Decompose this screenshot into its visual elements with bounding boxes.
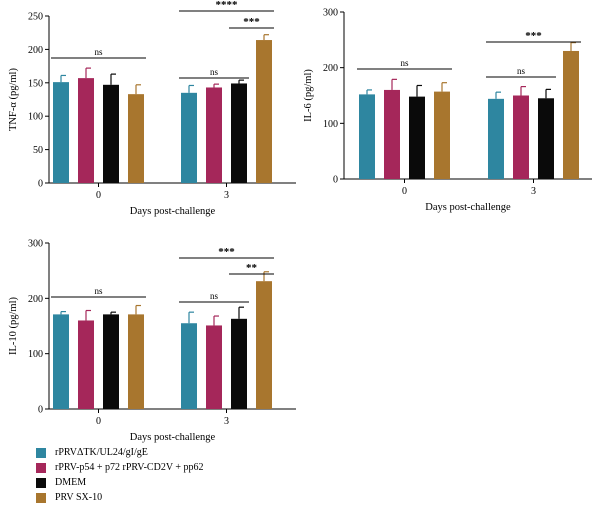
y-tick-label: 50 xyxy=(33,145,43,156)
y-tick-label: 200 xyxy=(28,294,43,305)
chart-panel: 0 100 200 300 IL-10 (pg/ml) 0 3 Days post-chall… xyxy=(8,239,296,443)
legend-item: rPRVΔTK/UL24/gI/gE xyxy=(36,446,336,460)
legend-item: rPRV-p54 + p72 rPRV-CD2V + pp62 xyxy=(36,461,336,475)
x-tick-label: 3 xyxy=(224,190,229,201)
legend-swatch xyxy=(36,448,46,458)
y-tick-label: 100 xyxy=(28,112,43,123)
y-axis-label: TNF-α (pg/ml) xyxy=(8,68,19,131)
bar xyxy=(103,314,119,409)
x-tick-label: 0 xyxy=(402,186,407,197)
significance-label: ** xyxy=(246,262,258,274)
legend-label: DMEM xyxy=(55,477,87,488)
legend: rPRVΔTK/UL24/gI/gE rPRV-p54 + p72 rPRV-C… xyxy=(36,446,336,506)
legend-item: DMEM xyxy=(36,476,336,490)
y-tick-label: 100 xyxy=(28,349,43,360)
y-tick-label: 200 xyxy=(28,45,43,56)
bar xyxy=(409,96,425,179)
bar xyxy=(181,323,197,409)
x-axis-label: Days post-challenge xyxy=(425,202,511,213)
significance-label: ns xyxy=(400,58,409,68)
legend-swatch xyxy=(36,493,46,503)
y-tick-label: 0 xyxy=(38,179,43,190)
bar xyxy=(488,98,504,179)
legend-item: PRV SX-10 xyxy=(36,491,336,505)
bar xyxy=(231,318,247,409)
bar xyxy=(128,314,144,409)
bar xyxy=(563,50,579,179)
legend-swatch xyxy=(36,478,46,488)
bar xyxy=(359,94,375,179)
significance-label: ns xyxy=(94,286,103,296)
legend-label: PRV SX-10 xyxy=(55,492,103,503)
bar xyxy=(256,40,272,183)
y-tick-label: 150 xyxy=(28,78,43,89)
y-tick-label: 300 xyxy=(323,8,338,19)
y-tick-label: 0 xyxy=(38,405,43,416)
legend-swatch xyxy=(36,463,46,473)
bar xyxy=(181,92,197,183)
significance-label: ns xyxy=(210,291,219,301)
significance-label: *** xyxy=(525,30,542,42)
y-axis-label: IL-6 (pg/ml) xyxy=(303,69,314,122)
x-axis-label: Days post-challenge xyxy=(130,206,216,217)
bar xyxy=(231,83,247,183)
significance-label: **** xyxy=(216,0,239,11)
chart-panel: 0 50 100 150 200 250 TNF-α (pg/ml) 0 3 Days post-… xyxy=(8,0,296,217)
bar xyxy=(53,82,69,183)
x-tick-label: 3 xyxy=(224,416,229,427)
bar xyxy=(513,95,529,179)
legend-label: rPRVΔTK/UL24/gI/gE xyxy=(55,447,148,458)
y-tick-label: 0 xyxy=(333,175,338,186)
bar xyxy=(206,325,222,409)
significance-label: *** xyxy=(243,16,260,28)
y-tick-label: 200 xyxy=(323,63,338,74)
bar xyxy=(538,98,554,179)
bar xyxy=(78,78,94,183)
x-tick-label: 0 xyxy=(96,416,101,427)
bar xyxy=(128,94,144,183)
bar xyxy=(78,320,94,409)
bar xyxy=(206,87,222,183)
chart-panel: 0 100 200 300 IL-6 (pg/ml) 0 3 Days post-challe… xyxy=(303,8,592,213)
y-tick-label: 250 xyxy=(28,12,43,23)
significance-label: *** xyxy=(218,246,235,258)
y-tick-label: 300 xyxy=(28,239,43,250)
bar xyxy=(384,89,400,179)
y-axis-label: IL-10 (pg/ml) xyxy=(8,296,19,355)
significance-label: ns xyxy=(94,47,103,57)
bar xyxy=(53,314,69,409)
bar xyxy=(103,84,119,183)
y-tick-label: 100 xyxy=(323,119,338,130)
bar xyxy=(434,91,450,179)
x-tick-label: 0 xyxy=(96,190,101,201)
x-axis-label: Days post-challenge xyxy=(130,432,216,443)
legend-label: rPRV-p54 + p72 rPRV-CD2V + pp62 xyxy=(55,462,204,473)
bar xyxy=(256,281,272,409)
significance-label: ns xyxy=(517,66,526,76)
significance-label: ns xyxy=(210,67,219,77)
x-tick-label: 3 xyxy=(531,186,536,197)
